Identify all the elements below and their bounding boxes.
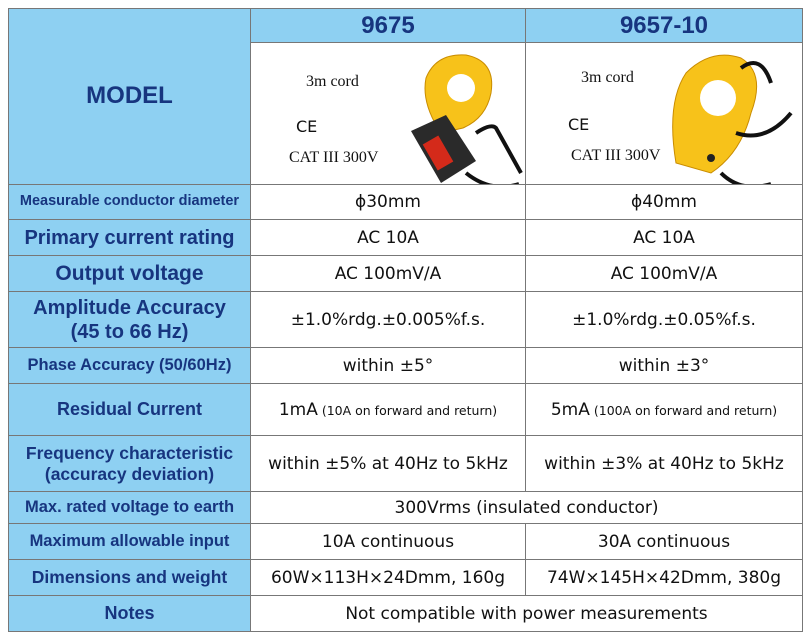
value-cell: ±1.0%rdg.±0.005%f.s.: [250, 291, 526, 348]
value-text: AC 100mV/A: [334, 263, 442, 284]
value-cell: 300Vrms (insulated conductor): [250, 491, 803, 524]
value-cell: 1mA (10A on forward and return): [250, 383, 526, 436]
value-text: within ±5% at 40Hz to 5kHz: [268, 453, 508, 474]
image-cell: 3m cord CE CAT III 300V: [525, 42, 803, 185]
value-cell: within ±5% at 40Hz to 5kHz: [250, 435, 526, 492]
row-label: Output voltage: [8, 255, 251, 292]
row-label: Measurable conductor diameter: [8, 184, 251, 220]
clamp-sensor: [411, 54, 523, 184]
value-cell: 60W×113H×24Dmm, 160g: [250, 559, 526, 596]
value-cell: AC 100mV/A: [250, 255, 526, 292]
value-cell: ϕ30mm: [250, 184, 526, 220]
label-line: Max. rated voltage to earth: [24, 497, 235, 516]
value-note: (100A on forward and return): [593, 402, 778, 418]
spec-row: Maximum allowable input 10A continuous 30A…: [8, 523, 803, 560]
value-cell: ϕ40mm: [525, 184, 803, 220]
image-row: 3m cord CE CAT III 300V 3m cord CE CAT I…: [9, 42, 803, 185]
row-label: Amplitude Accuracy (45 to 66 Hz): [8, 291, 251, 348]
cord-length: 3m cord: [581, 69, 634, 86]
cord-length: 3m cord: [306, 73, 359, 90]
value-text: 5mA: [550, 399, 590, 420]
spec-row: Output voltage AC 100mV/A AC 100mV/A: [8, 255, 803, 292]
value-cell: AC 10A: [250, 219, 526, 256]
label-line: Dimensions and weight: [31, 567, 228, 587]
label-line: Amplitude Accuracy: [33, 296, 226, 319]
label-line: Notes: [104, 602, 155, 623]
label-line: Maximum allowable input: [29, 531, 230, 550]
value-cell: AC 100mV/A: [525, 255, 803, 292]
value-cell: 74W×145H×42Dmm, 380g: [525, 559, 803, 596]
value-note: (10A on forward and return): [321, 402, 498, 418]
row-label: Primary current rating: [8, 219, 251, 256]
value-cell: within ±5°: [250, 347, 526, 384]
label-line: Primary current rating: [24, 226, 235, 249]
spec-table: MODEL 9675 9657-10 3m cord CE CAT III 30…: [8, 8, 803, 632]
spec-row: Frequency characteristic (accuracy deviat…: [8, 435, 803, 492]
value-cell: Not compatible with power measurements: [250, 595, 803, 632]
value-text: ±1.0%rdg.±0.005%f.s.: [290, 309, 486, 330]
spec-row: Primary current rating AC 10A AC 10A: [8, 219, 803, 256]
spec-row: Phase Accuracy (50/60Hz) within ±5° within…: [8, 347, 803, 384]
value-text: 60W×113H×24Dmm, 160g: [270, 567, 506, 588]
value-text: within ±5°: [342, 355, 434, 376]
value-text: ϕ40mm: [631, 192, 697, 212]
clamp-sensor: [672, 54, 793, 184]
label-line: Output voltage: [55, 261, 204, 285]
spec-row: Measurable conductor diameter ϕ30mm ϕ40mm: [8, 184, 803, 220]
label-line: Phase Accuracy (50/60Hz): [27, 355, 232, 374]
image-cell: 3m cord CE CAT III 300V: [250, 42, 526, 185]
row-label: Frequency characteristic (accuracy deviat…: [8, 435, 251, 492]
label-line: (accuracy deviation): [44, 463, 215, 484]
model-label: MODEL: [8, 8, 251, 185]
value-text: AC 100mV/A: [610, 263, 718, 284]
value-text: AC 10A: [357, 227, 419, 248]
label-line: Residual Current: [56, 398, 203, 419]
spec-row: Max. rated voltage to earth 300Vrms (insu…: [8, 491, 803, 524]
ce-mark: CE: [296, 117, 318, 136]
spec-row: Amplitude Accuracy (45 to 66 Hz) ±1.0%rdg.…: [8, 291, 803, 348]
safety-category: CAT III 300V: [289, 149, 379, 166]
spec-row: Notes Not compatible with power measureme…: [8, 595, 803, 632]
model-name: 9675: [250, 8, 526, 43]
value-text: 1mA: [278, 399, 318, 420]
value-text: AC 10A: [633, 227, 695, 248]
value-cell: AC 10A: [525, 219, 803, 256]
row-label: Notes: [8, 595, 251, 632]
value-cell: 30A continuous: [525, 523, 803, 560]
value-text: Not compatible with power measurements: [345, 603, 708, 624]
table-body: MODEL 9675 9657-10 3m cord CE CAT III 30…: [8, 8, 803, 632]
ce-mark: CE: [568, 115, 590, 134]
model-name: 9657-10: [525, 8, 803, 43]
header-row: MODEL 9675 9657-10: [8, 8, 803, 185]
value-text: 10A continuous: [321, 531, 455, 552]
row-label: Dimensions and weight: [8, 559, 251, 596]
value-cell: ±1.0%rdg.±0.05%f.s.: [525, 291, 803, 348]
value-text: 74W×145H×42Dmm, 380g: [546, 567, 782, 588]
label-line: Measurable conductor diameter: [19, 193, 240, 210]
value-cell: 5mA (100A on forward and return): [525, 383, 803, 436]
value-cell: within ±3% at 40Hz to 5kHz: [525, 435, 803, 492]
row-label: Residual Current: [8, 383, 251, 436]
product-picture: 3m cord CE CAT III 300V: [526, 43, 802, 184]
label-line: (45 to 66 Hz): [70, 320, 189, 343]
value-cell: within ±3°: [525, 347, 803, 384]
spec-row: Residual Current 1mA (10A on forward and r…: [8, 383, 803, 436]
value-cell: 10A continuous: [250, 523, 526, 560]
spec-row: Dimensions and weight 60W×113H×24Dmm, 160…: [8, 559, 803, 596]
safety-category: CAT III 300V: [571, 147, 661, 164]
row-label: Max. rated voltage to earth: [8, 491, 251, 524]
value-text: 300Vrms (insulated conductor): [394, 497, 659, 518]
row-label: Maximum allowable input: [8, 523, 251, 560]
value-text: ϕ30mm: [355, 192, 421, 212]
product-picture: 3m cord CE CAT III 300V: [251, 43, 525, 184]
value-text: within ±3% at 40Hz to 5kHz: [544, 453, 784, 474]
label-line: Frequency characteristic: [25, 442, 234, 463]
value-text: ±1.0%rdg.±0.05%f.s.: [572, 309, 756, 330]
value-text: within ±3°: [618, 355, 710, 376]
value-text: 30A continuous: [597, 531, 731, 552]
row-label: Phase Accuracy (50/60Hz): [8, 347, 251, 384]
